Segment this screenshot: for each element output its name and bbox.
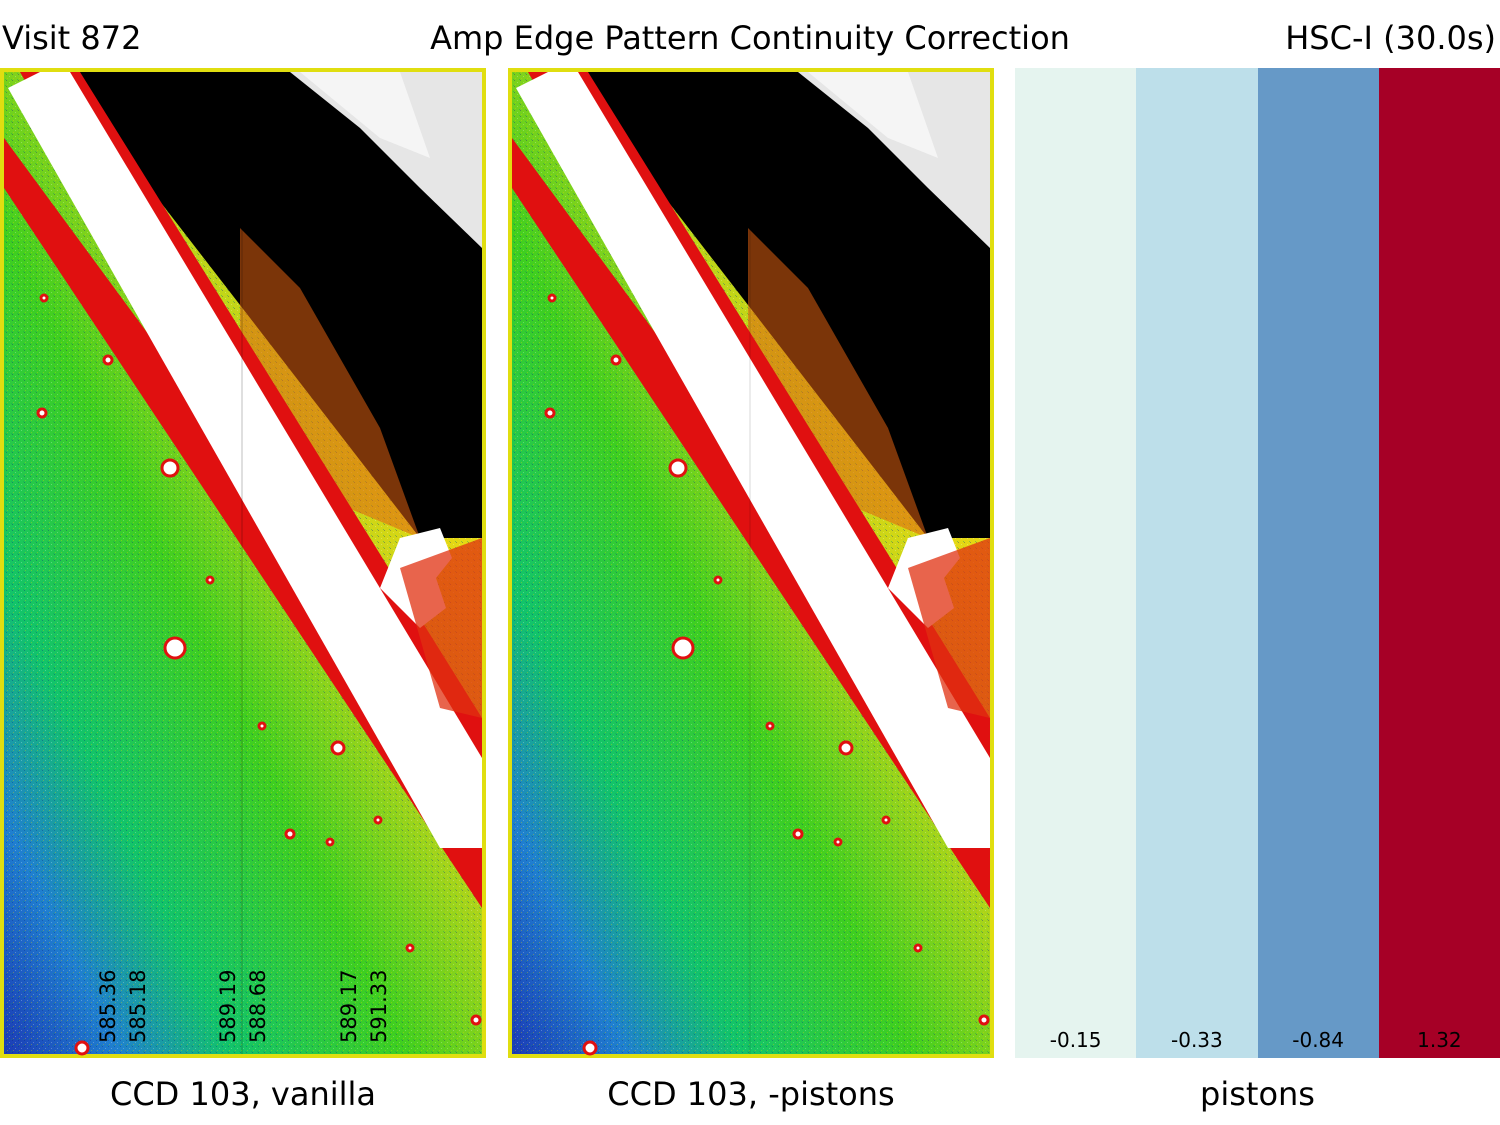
visit-label: Visit 872 — [2, 19, 142, 57]
ccd-image-corrected-graphic — [508, 68, 994, 1058]
caption-vanilla: CCD 103, vanilla — [109, 1075, 377, 1113]
ccd-image-vanilla-graphic — [0, 68, 486, 1058]
piston-column: 1.32 — [1378, 68, 1500, 1058]
piston-column: -0.84 — [1257, 68, 1379, 1058]
piston-value: 1.32 — [1417, 1028, 1462, 1052]
piston-column: -0.15 — [1015, 68, 1137, 1058]
ccd-image-corrected — [508, 68, 994, 1058]
piston-value: -0.15 — [1049, 1028, 1102, 1052]
piston-column: -0.33 — [1136, 68, 1258, 1058]
figure-title: Amp Edge Pattern Continuity Correction — [430, 19, 1070, 57]
caption-pistons: pistons — [1200, 1075, 1315, 1113]
piston-value: -0.33 — [1171, 1028, 1223, 1052]
ccd-image-vanilla: 585.36 585.18 589.19 588.68 589.17 591.3… — [0, 68, 486, 1058]
filter-label: HSC-I (30.0s) — [1285, 19, 1496, 57]
piston-value: -0.84 — [1292, 1028, 1344, 1052]
caption-corrected: CCD 103, -pistons — [607, 1075, 895, 1113]
pistons-panel: -0.15 -0.33 -0.84 1.32 — [1015, 68, 1500, 1058]
